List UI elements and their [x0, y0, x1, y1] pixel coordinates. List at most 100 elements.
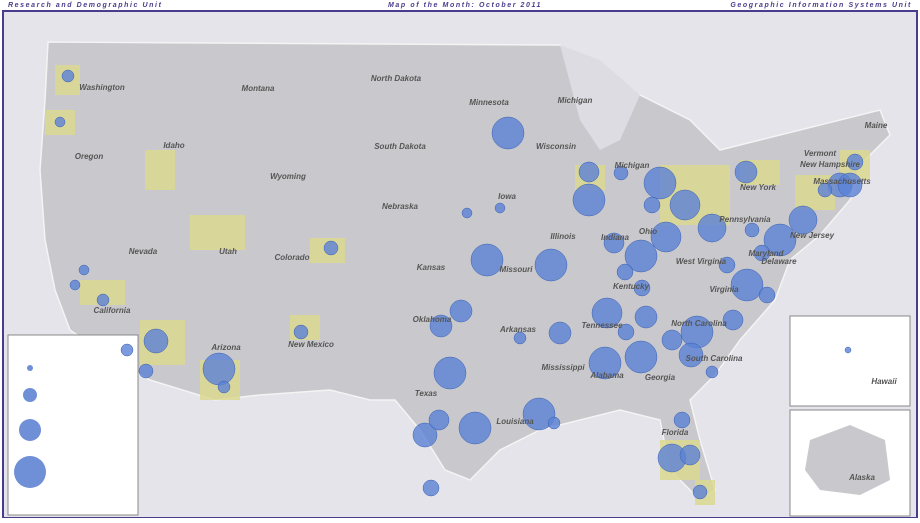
- metro-circle: [433, 356, 467, 390]
- metro-circle: [547, 416, 561, 430]
- metro-circle: [837, 172, 863, 198]
- metro-circle: [412, 422, 438, 448]
- metro-circle: [643, 196, 661, 214]
- metro-circle: [202, 352, 236, 386]
- us-landmass: [39, 41, 891, 501]
- metro-circle: [624, 340, 658, 374]
- legend-circle: [23, 388, 37, 402]
- metro-circle: [744, 222, 760, 238]
- metro-circle: [293, 324, 309, 340]
- state-label: Virginia: [709, 285, 739, 294]
- metro-circle: [96, 293, 110, 307]
- metro-circle: [69, 279, 81, 291]
- state-label: New Jersey: [790, 231, 835, 240]
- metro-circle: [458, 411, 492, 445]
- metro-circle: [461, 207, 473, 219]
- state-label: Hawaii: [871, 377, 897, 386]
- alaska-shape: [805, 425, 890, 495]
- state-label: Delaware: [761, 257, 797, 266]
- metro-circle: [613, 165, 629, 181]
- state-label: Louisiana: [496, 417, 534, 426]
- metro-circle: [763, 223, 797, 257]
- metro-circle: [513, 331, 527, 345]
- state-label: Missouri: [500, 265, 534, 274]
- state-label: Vermont: [804, 149, 836, 158]
- metro-area: [145, 150, 175, 190]
- state-label: Georgia: [645, 373, 676, 382]
- state-label: Indiana: [601, 233, 630, 242]
- metro-circle: [679, 444, 701, 466]
- state-label: Tennessee: [581, 321, 623, 330]
- state-label: New Mexico: [288, 340, 334, 349]
- state-label: Utah: [219, 247, 237, 256]
- state-label: Wisconsin: [536, 142, 576, 151]
- metro-circle: [678, 342, 704, 368]
- metro-circle: [572, 183, 606, 217]
- legend-circle: [27, 365, 33, 371]
- state-label: New York: [740, 183, 777, 192]
- state-label: Mississippi: [541, 363, 585, 372]
- metro-circle: [54, 116, 66, 128]
- metro-circle: [692, 484, 708, 500]
- metro-circle: [578, 161, 600, 183]
- metro-circle: [323, 240, 339, 256]
- metro-circle: [61, 69, 75, 83]
- metro-circle: [78, 264, 90, 276]
- state-label: Kentucky: [613, 282, 650, 291]
- metro-circle: [429, 314, 453, 338]
- state-label: Nevada: [129, 247, 158, 256]
- metro-circle: [143, 328, 169, 354]
- metro-circle: [634, 305, 658, 329]
- metro-circle: [753, 244, 771, 262]
- state-label: Arkansas: [499, 325, 537, 334]
- metro-circle: [788, 205, 818, 235]
- state-label: Michigan: [615, 161, 650, 170]
- metro-circle: [494, 202, 506, 214]
- state-label: Maryland: [748, 249, 784, 258]
- state-label: Massachusetts: [813, 177, 871, 186]
- metro-area: [190, 215, 245, 250]
- state-label: Oklahoma: [413, 315, 452, 324]
- legend-circle: [19, 419, 41, 441]
- hawaii-inset: [789, 315, 911, 407]
- metro-circle: [633, 279, 651, 297]
- state-label: Colorado: [274, 253, 309, 262]
- state-label: Washington: [79, 83, 125, 92]
- metro-circle: [428, 409, 450, 431]
- state-label: Maine: [865, 121, 888, 130]
- metro-circle: [673, 411, 691, 429]
- state-label: Texas: [415, 389, 438, 398]
- metro-circle: [697, 213, 727, 243]
- metro-circle: [661, 329, 683, 351]
- state-label: Kansas: [417, 263, 446, 272]
- state-label: Ohio: [639, 227, 657, 236]
- state-label: Arizona: [210, 343, 241, 352]
- state-label: South Dakota: [374, 142, 426, 151]
- metro-circle: [217, 380, 231, 394]
- state-label: Illinois: [550, 232, 576, 241]
- legend-circle: [14, 456, 46, 488]
- metro-circle: [603, 232, 625, 254]
- state-label: Nebraska: [382, 202, 419, 211]
- state-label: Iowa: [498, 192, 516, 201]
- metro-circle: [734, 160, 758, 184]
- metro-circle: [722, 309, 744, 331]
- metro-circle: [548, 321, 572, 345]
- metro-circle: [470, 243, 504, 277]
- metro-circle: [705, 365, 719, 379]
- metro-circle: [650, 221, 682, 253]
- metro-circle: [844, 346, 852, 354]
- state-label: Wyoming: [270, 172, 306, 181]
- metro-circle: [817, 182, 833, 198]
- metro-circle: [643, 166, 677, 200]
- state-label: West Virginia: [676, 257, 727, 266]
- metro-circle: [120, 343, 134, 357]
- metro-circle: [730, 268, 764, 302]
- state-label: Alabama: [589, 371, 624, 380]
- metro-circle: [588, 346, 622, 380]
- state-label: New Hampshire: [800, 160, 861, 169]
- metro-circle: [591, 297, 623, 329]
- state-label: Oregon: [75, 152, 104, 161]
- state-label: Michigan: [558, 96, 593, 105]
